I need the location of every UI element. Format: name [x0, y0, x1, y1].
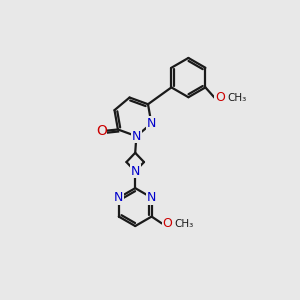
Text: O: O: [96, 124, 107, 138]
Text: O: O: [215, 91, 225, 104]
Text: N: N: [130, 165, 140, 178]
Text: CH₃: CH₃: [227, 93, 247, 103]
Text: N: N: [147, 117, 156, 130]
Text: N: N: [114, 191, 124, 204]
Text: N: N: [147, 191, 156, 204]
Text: O: O: [162, 217, 172, 230]
Text: CH₃: CH₃: [175, 218, 194, 229]
Text: N: N: [132, 130, 141, 143]
